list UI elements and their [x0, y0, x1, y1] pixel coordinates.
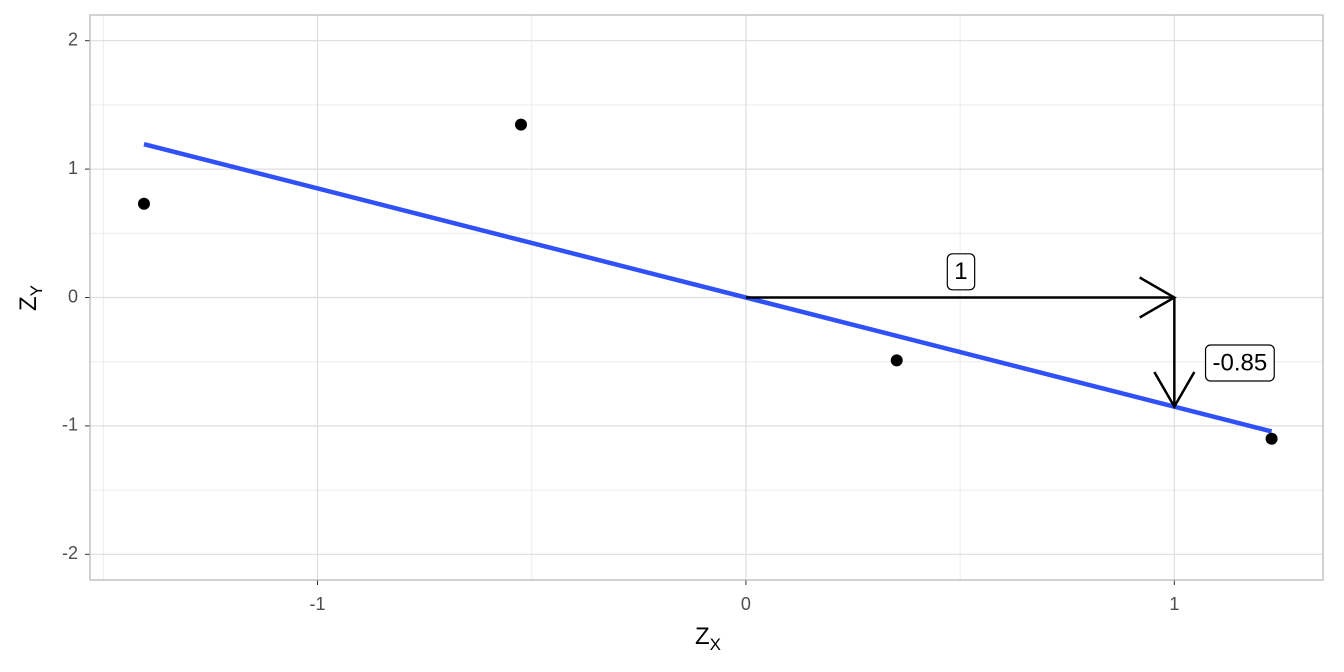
point [890, 354, 903, 367]
y-axis-title-main: Z [15, 296, 42, 311]
y-tick-label: 2 [68, 29, 78, 49]
y-axis-title-sub: Y [27, 285, 46, 296]
arrow-head [1153, 371, 1196, 410]
y-axis-title: ZY [15, 285, 46, 311]
y-tick-label: 0 [68, 286, 78, 306]
y-tick-label: 1 [68, 158, 78, 178]
x-axis-title-sub: X [710, 635, 721, 654]
point [1265, 432, 1278, 445]
x-tick-label: -1 [309, 594, 325, 614]
x-tick-label: 1 [1169, 594, 1179, 614]
x-tick-label: 0 [741, 594, 751, 614]
point [137, 197, 150, 210]
annotation-label: 1 [954, 258, 967, 285]
x-axis-title-main: Z [695, 623, 710, 650]
panel-border [89, 14, 1324, 581]
y-tick-label: -2 [62, 543, 78, 563]
annotation-box [1204, 344, 1275, 382]
annotation-box [946, 253, 976, 291]
annotation-label: -0.85 [1213, 349, 1268, 376]
fit-line [143, 141, 1273, 434]
y-tick-label: -1 [62, 415, 78, 435]
x-axis-title: ZX [695, 623, 721, 654]
point [514, 118, 527, 131]
